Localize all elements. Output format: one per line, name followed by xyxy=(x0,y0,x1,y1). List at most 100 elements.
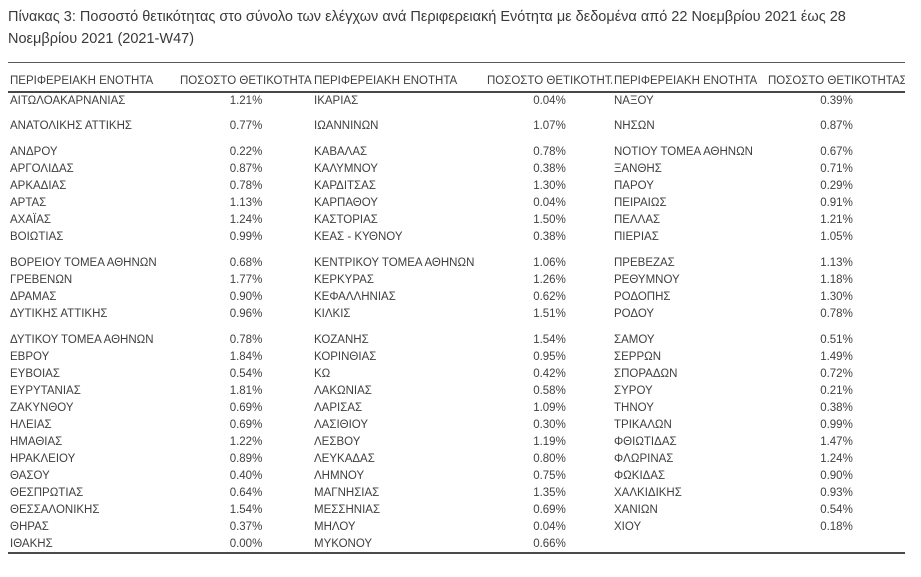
region-name-cell: ΑΝΔΡΟΥ xyxy=(10,146,58,158)
positivity-value-cell: 0.90% xyxy=(820,470,853,482)
region-name-cell: ΗΡΑΚΛΕΙΟΥ xyxy=(10,453,76,465)
region-name-cell: ΚΑΒΑΛΑΣ xyxy=(314,146,368,158)
positivity-value-cell xyxy=(768,323,905,332)
region-name-cell: ΚΟΡΙΝΘΙΑΣ xyxy=(314,351,377,363)
region-name-cell: ΗΜΑΘΙΑΣ xyxy=(10,436,63,448)
positivity-value-cell: 0.78% xyxy=(820,308,853,320)
region-name-cell: ΣΠΟΡΑΔΩΝ xyxy=(614,368,678,380)
table-caption: Πίνακας 3: Ποσοστό θετικότητας στο σύνολ… xyxy=(8,9,846,47)
positivity-value-cell: 1.81% xyxy=(229,385,263,397)
positivity-value-cell xyxy=(768,109,905,118)
positivity-value-cell: 0.69% xyxy=(533,504,566,516)
table-row: ΘΕΣΠΡΩΤΙΑΣ 0.64% ΜΑΓΝΗΣΙΑΣ 1.35% ΧΑΛΚΙΔΙΚΗΣ 0… xyxy=(8,485,905,502)
positivity-value-cell xyxy=(487,323,612,332)
positivity-value-cell: 0.00% xyxy=(229,537,263,550)
positivity-value-cell: 0.66% xyxy=(533,537,566,550)
region-name-cell xyxy=(8,246,180,255)
region-name-cell: ΙΘΑΚΗΣ xyxy=(10,537,53,550)
positivity-value-cell: 0.69% xyxy=(229,402,263,414)
positivity-value-cell: 0.78% xyxy=(229,334,263,346)
region-name-cell: ΙΚΑΡΙΑΣ xyxy=(314,94,359,107)
positivity-value-cell: 0.38% xyxy=(533,163,566,175)
region-name-cell: ΑΝΑΤΟΛΙΚΗΣ ΑΤΤΙΚΗΣ xyxy=(10,120,133,132)
table-row: ΘΑΣΟΥ 0.40% ΛΗΜΝΟΥ 0.75% ΦΩΚΙΔΑΣ 0.90% xyxy=(8,468,905,485)
region-name-cell: ΛΑΚΩΝΙΑΣ xyxy=(314,385,372,397)
positivity-value-cell: 1.50% xyxy=(533,214,566,226)
positivity-value-cell: 0.91% xyxy=(820,197,853,209)
positivity-value-cell: 0.87% xyxy=(820,120,853,132)
positivity-value-cell: 1.24% xyxy=(820,453,853,465)
region-name-cell: ΜΥΚΟΝΟΥ xyxy=(314,537,373,550)
region-name-cell: ΠΙΕΡΙΑΣ xyxy=(614,231,659,243)
table-row: ΒΟΡΕΙΟΥ ΤΟΜΕΑ ΑΘΗΝΩΝ 0.68% ΚΕΝΤΡΙΚΟΥ ΤΟΜΕΑ… xyxy=(8,255,905,272)
region-name-cell xyxy=(312,246,487,255)
region-name-cell: ΝΑΞΟΥ xyxy=(614,94,654,107)
positivity-value-cell xyxy=(487,135,612,144)
region-header-2: ΠΕΡΙΦΕΡΕΙΑΚΗ ΕΝΟΤΗΤΑ xyxy=(312,62,487,93)
region-name-cell: ΦΘΙΩΤΙΔΑΣ xyxy=(614,436,677,448)
region-name-cell: ΘΗΡΑΣ xyxy=(10,521,49,533)
region-name-cell: ΡΟΔΟΥ xyxy=(614,308,655,320)
positivity-value-cell: 0.42% xyxy=(533,368,566,380)
positivity-value-cell: 0.77% xyxy=(229,120,263,132)
region-name-cell: ΔΡΑΜΑΣ xyxy=(10,291,57,303)
spacer-row xyxy=(8,135,905,144)
region-name-cell: ΜΗΛΟΥ xyxy=(314,521,356,533)
positivity-value-cell: 1.05% xyxy=(820,231,853,243)
positivity-value-cell: 1.13% xyxy=(820,257,853,269)
positivity-value-cell: 1.30% xyxy=(820,291,853,303)
table-row: ΗΛΕΙΑΣ 0.69% ΛΑΣΙΘΙΟΥ 0.30% ΤΡΙΚΑΛΩΝ 0.99% xyxy=(8,417,905,434)
region-name-cell: ΚΑΣΤΟΡΙΑΣ xyxy=(314,214,378,226)
region-name-cell: ΕΒΡΟΥ xyxy=(10,351,50,363)
positivity-value-cell: 0.90% xyxy=(229,291,263,303)
region-name-cell: ΤΗΝΟΥ xyxy=(614,402,654,414)
region-name-cell: ΛΕΣΒΟΥ xyxy=(314,436,361,448)
region-name-cell: ΧΑΝΙΩΝ xyxy=(614,504,658,516)
region-name-cell xyxy=(312,109,487,118)
region-header-3: ΠΕΡΙΦΕΡΕΙΑΚΗ ΕΝΟΤΗΤΑ xyxy=(612,62,768,93)
region-name-cell: ΣΕΡΡΩΝ xyxy=(614,351,662,363)
region-name-cell: ΝΟΤΙΟΥ ΤΟΜΕΑ ΑΘΗΝΩΝ xyxy=(614,146,753,158)
region-name-cell: ΦΛΩΡΙΝΑΣ xyxy=(614,453,674,465)
positivity-value-cell: 0.38% xyxy=(533,231,566,243)
region-name-cell xyxy=(8,323,180,332)
table-row: ΗΜΑΘΙΑΣ 1.22% ΛΕΣΒΟΥ 1.19% ΦΘΙΩΤΙΔΑΣ 1.47% xyxy=(8,434,905,451)
region-name-cell: ΚΕΦΑΛΛΗΝΙΑΣ xyxy=(314,291,396,303)
region-name-cell: ΕΥΒΟΙΑΣ xyxy=(10,368,60,380)
positivity-value-cell: 1.77% xyxy=(229,274,263,286)
region-name-cell: ΚΕΑΣ - ΚΥΘΝΟΥ xyxy=(314,231,403,243)
positivity-value-cell: 1.06% xyxy=(533,257,566,269)
table-row: ΒΟΙΩΤΙΑΣ 0.99% ΚΕΑΣ - ΚΥΘΝΟΥ 0.38% ΠΙΕΡΙΑΣ 1.… xyxy=(8,229,905,246)
positivity-value-cell: 0.69% xyxy=(229,419,263,431)
positivity-value-cell: 0.95% xyxy=(533,351,566,363)
positivity-value-cell: 0.87% xyxy=(229,163,263,175)
table-row: ΑΡΚΑΔΙΑΣ 0.78% ΚΑΡΔΙΤΣΑΣ 1.30% ΠΑΡΟΥ 0.29% xyxy=(8,178,905,195)
positivity-value-cell: 0.99% xyxy=(820,419,853,431)
positivity-value-cell: 0.04% xyxy=(533,197,566,209)
region-name-cell: ΑΡΓΟΛΙΔΑΣ xyxy=(10,163,74,175)
spacer-row xyxy=(8,246,905,255)
region-name-cell: ΔΥΤΙΚΗΣ ΑΤΤΙΚΗΣ xyxy=(10,308,108,320)
positivity-value-cell: 0.93% xyxy=(820,487,853,499)
positivity-value-cell xyxy=(768,536,905,553)
positivity-value-cell: 0.54% xyxy=(229,368,263,380)
region-name-cell: ΗΛΕΙΑΣ xyxy=(10,419,52,431)
positivity-value-cell: 1.21% xyxy=(820,214,853,226)
positivity-value-cell xyxy=(487,246,612,255)
region-name-cell: ΚΑΛΥΜΝΟΥ xyxy=(314,163,378,175)
positivity-value-cell: 1.26% xyxy=(533,274,566,286)
table-row: ΕΥΡΥΤΑΝΙΑΣ 1.81% ΛΑΚΩΝΙΑΣ 0.58% ΣΥΡΟΥ 0.21% xyxy=(8,383,905,400)
positivity-value-cell: 0.40% xyxy=(229,470,263,482)
positivity-value-cell: 1.21% xyxy=(229,94,263,107)
region-name-cell: ΛΑΣΙΘΙΟΥ xyxy=(314,419,369,431)
positivity-value-cell xyxy=(180,109,312,118)
table-row: ΑΡΓΟΛΙΔΑΣ 0.87% ΚΑΛΥΜΝΟΥ 0.38% ΞΑΝΘΗΣ 0.71% xyxy=(8,161,905,178)
positivity-value-cell: 1.18% xyxy=(820,274,853,286)
positivity-value-cell: 0.04% xyxy=(533,521,566,533)
positivity-value-cell: 0.04% xyxy=(533,94,566,107)
region-name-cell: ΘΕΣΣΑΛΟΝΙΚΗΣ xyxy=(10,504,100,516)
positivity-value-cell: 1.47% xyxy=(820,436,853,448)
region-name-cell: ΓΡΕΒΕΝΩΝ xyxy=(10,274,73,286)
positivity-value-cell: 0.58% xyxy=(533,385,566,397)
